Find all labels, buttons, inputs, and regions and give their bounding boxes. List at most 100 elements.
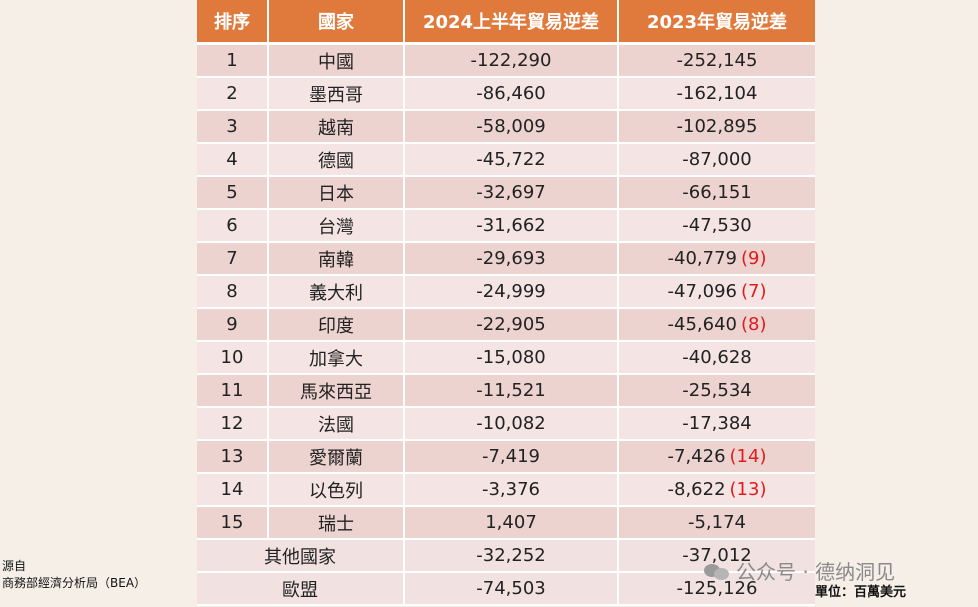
y2023-cell: -7,426 (14) xyxy=(618,440,815,474)
source-note: 源自 商務部經濟分析局（BEA） xyxy=(2,558,146,592)
rank-cell: 2 xyxy=(197,77,269,111)
h1-2024-cell: -45,722 xyxy=(404,143,619,177)
table-header-row: 排序 國家 2024上半年貿易逆差 2023年貿易逆差 xyxy=(197,0,815,45)
y2023-cell-value: -40,628 xyxy=(682,347,752,368)
watermark: 公众号 · 德纳洞见 xyxy=(704,556,895,585)
table-row: 2 墨西哥 -86,460 -162,104 xyxy=(197,77,815,111)
rank-cell-value: 4 xyxy=(226,149,238,170)
table-row: 13 愛爾蘭 -7,419 -7,426 (14) xyxy=(197,440,815,474)
rank-cell-value: 8 xyxy=(226,281,238,302)
h1-2024-cell: -10,082 xyxy=(404,407,619,441)
rank-cell: 9 xyxy=(197,308,269,342)
table-row: 5 日本 -32,697 -66,151 xyxy=(197,176,815,210)
country-cell: 南韓 xyxy=(268,242,405,276)
rank-cell-value: 5 xyxy=(226,182,238,203)
summary-label: 其他國家 xyxy=(197,539,405,573)
rank-cell: 10 xyxy=(197,341,269,375)
header-2023-deficit: 2023年貿易逆差 xyxy=(618,0,815,45)
header-rank: 排序 xyxy=(197,0,269,45)
y2023-cell: -8,622 (13) xyxy=(618,473,815,507)
y2023-cell-value: -25,534 xyxy=(682,380,752,401)
previous-rank: (8) xyxy=(740,314,767,335)
rank-cell-value: 14 xyxy=(220,479,244,500)
country-cell-value: 台灣 xyxy=(318,216,354,238)
country-cell: 德國 xyxy=(268,143,405,177)
y2023-cell: -45,640 (8) xyxy=(618,308,815,342)
rank-cell-value: 6 xyxy=(226,215,238,236)
h1-2024-cell-value: -29,693 xyxy=(476,248,546,269)
h1-2024-cell-value: -58,009 xyxy=(476,116,546,137)
h1-2024-cell-value: -11,521 xyxy=(476,380,546,401)
h1-2024-cell: -22,905 xyxy=(404,308,619,342)
y2023-cell-value: -8,622 xyxy=(667,479,726,500)
y2023-cell: -40,628 xyxy=(618,341,815,375)
rank-cell: 1 xyxy=(197,43,269,78)
table-row: 12 法國 -10,082 -17,384 xyxy=(197,407,815,441)
h1-2024-cell: -11,521 xyxy=(404,374,619,408)
h1-2024-cell: -3,376 xyxy=(404,473,619,507)
header-country: 國家 xyxy=(268,0,405,45)
previous-rank: (7) xyxy=(740,281,767,302)
table-row: 9 印度 -22,905 -45,640 (8) xyxy=(197,308,815,342)
h1-2024-cell: -86,460 xyxy=(404,77,619,111)
country-cell: 越南 xyxy=(268,110,405,144)
country-cell: 法國 xyxy=(268,407,405,441)
h1-2024-cell-value: -10,082 xyxy=(476,413,546,434)
y2023-cell: -47,096 (7) xyxy=(618,275,815,309)
country-cell: 中國 xyxy=(268,43,405,78)
rank-cell: 7 xyxy=(197,242,269,276)
source-label: 源自 xyxy=(2,559,27,573)
h1-2024-cell: -122,290 xyxy=(404,43,619,78)
country-cell: 加拿大 xyxy=(268,341,405,375)
rank-cell: 15 xyxy=(197,506,269,540)
y2023-cell-value: -87,000 xyxy=(682,149,752,170)
y2023-cell-value: -7,426 xyxy=(667,446,726,467)
y2023-cell-value: -66,151 xyxy=(682,182,752,203)
y2023-cell-value: -47,530 xyxy=(682,215,752,236)
rank-cell-value: 12 xyxy=(220,413,244,434)
trade-deficit-table-container: 排序 國家 2024上半年貿易逆差 2023年貿易逆差 1 中國 -122,290 -… xyxy=(197,0,815,606)
h1-2024-cell: -29,693 xyxy=(404,242,619,276)
y2023-cell-value: -45,640 xyxy=(667,314,737,335)
country-cell-value: 南韓 xyxy=(318,249,354,271)
h1-2024-cell: -15,080 xyxy=(404,341,619,375)
y2023-cell: -87,000 xyxy=(618,143,815,177)
y2023-cell: -47,530 xyxy=(618,209,815,243)
rank-cell-value: 15 xyxy=(220,512,244,533)
h1-2024-cell: 1,407 xyxy=(404,506,619,540)
table-row: 3 越南 -58,009 -102,895 xyxy=(197,110,815,144)
source-agency: 商務部經濟分析局（BEA） xyxy=(2,576,147,590)
h1-2024-cell-value: -7,419 xyxy=(481,446,541,467)
country-cell-value: 中國 xyxy=(318,51,354,73)
y2023-cell: -17,384 xyxy=(618,407,815,441)
table-row: 4 德國 -45,722 -87,000 xyxy=(197,143,815,177)
country-cell-value: 日本 xyxy=(318,183,354,205)
previous-rank: (14) xyxy=(729,446,767,467)
previous-rank: (13) xyxy=(729,479,767,500)
country-cell: 墨西哥 xyxy=(268,77,405,111)
h1-2024-cell-value: -32,697 xyxy=(476,182,546,203)
h1-2024-cell-value: 1,407 xyxy=(485,512,537,533)
table-row: 1 中國 -122,290 -252,145 xyxy=(197,43,815,78)
unit-note: 單位：百萬美元 xyxy=(815,585,907,600)
h1-2024-cell-value: -31,662 xyxy=(476,215,546,236)
country-cell: 瑞士 xyxy=(268,506,405,540)
y2023-cell-value: -252,145 xyxy=(676,50,758,71)
table-row: 15 瑞士 1,407 -5,174 xyxy=(197,506,815,540)
h1-2024-cell-value: -22,905 xyxy=(476,314,546,335)
y2023-cell: -102,895 xyxy=(618,110,815,144)
country-cell-value: 愛爾蘭 xyxy=(309,447,363,469)
rank-cell: 14 xyxy=(197,473,269,507)
h1-2024-cell-value: -86,460 xyxy=(476,83,546,104)
rank-cell-value: 10 xyxy=(220,347,244,368)
summary-row: 歐盟 -74,503 -125,126 xyxy=(197,572,815,606)
table-row: 10 加拿大 -15,080 -40,628 xyxy=(197,341,815,375)
previous-rank: (9) xyxy=(740,248,767,269)
wechat-icon xyxy=(704,561,730,581)
country-cell-value: 墨西哥 xyxy=(309,84,363,106)
table-row: 14 以色列 -3,376 -8,622 (13) xyxy=(197,473,815,507)
h1-2024-cell-value: -45,722 xyxy=(476,149,546,170)
table-row: 7 南韓 -29,693 -40,779 (9) xyxy=(197,242,815,276)
country-cell: 印度 xyxy=(268,308,405,342)
country-cell: 義大利 xyxy=(268,275,405,309)
